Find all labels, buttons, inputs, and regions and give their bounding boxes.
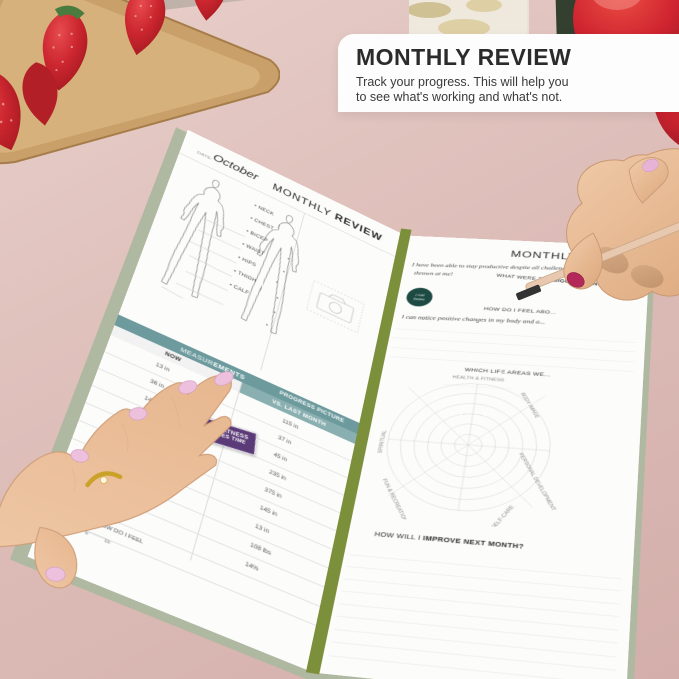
svg-text:BODY IMAGE: BODY IMAGE <box>519 392 541 420</box>
svg-text:SPIRITUAL: SPIRITUAL <box>377 430 388 454</box>
svg-text:SELF-CARE: SELF-CARE <box>490 504 516 530</box>
svg-text:HEALTH & FITNESS: HEALTH & FITNESS <box>452 375 505 383</box>
svg-text:brave: brave <box>413 297 425 301</box>
svg-text:PERSONAL DEVELOPMENT: PERSONAL DEVELOPMENT <box>517 452 557 512</box>
svg-text:FUN & RECREATION: FUN & RECREATION <box>380 478 408 523</box>
